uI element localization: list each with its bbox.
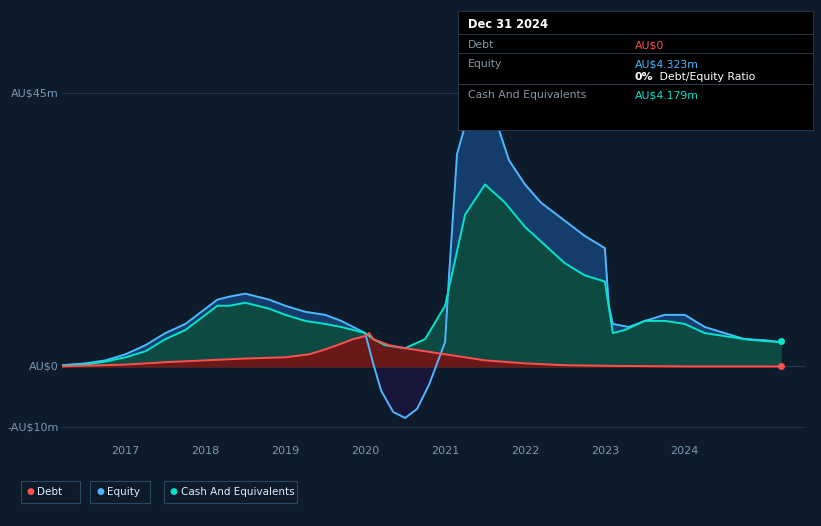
Text: 0%: 0% — [635, 72, 654, 83]
Text: Debt: Debt — [37, 487, 62, 497]
Text: Cash And Equivalents: Cash And Equivalents — [468, 90, 586, 100]
Text: AU$0: AU$0 — [635, 40, 664, 50]
Text: ●: ● — [170, 487, 178, 497]
Text: Cash And Equivalents: Cash And Equivalents — [181, 487, 294, 497]
Text: Debt/Equity Ratio: Debt/Equity Ratio — [656, 72, 755, 83]
Text: Dec 31 2024: Dec 31 2024 — [468, 18, 548, 31]
Text: ●: ● — [26, 487, 34, 497]
Text: AU$4.323m: AU$4.323m — [635, 59, 699, 69]
Text: -AU$10m: -AU$10m — [7, 422, 58, 432]
Text: AU$4.179m: AU$4.179m — [635, 90, 699, 100]
Text: AU$45m: AU$45m — [11, 88, 58, 98]
Text: ●: ● — [96, 487, 104, 497]
Text: AU$0: AU$0 — [29, 361, 58, 371]
Text: Equity: Equity — [107, 487, 140, 497]
Text: Equity: Equity — [468, 59, 502, 69]
Text: Debt: Debt — [468, 40, 494, 50]
